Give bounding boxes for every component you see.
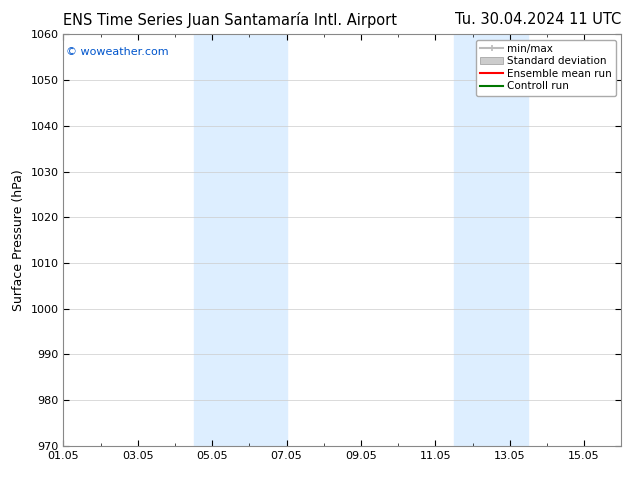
Bar [454,34,528,446]
Legend: min/max, Standard deviation, Ensemble mean run, Controll run: min/max, Standard deviation, Ensemble me… [476,40,616,96]
Text: Tu. 30.04.2024 11 UTC: Tu. 30.04.2024 11 UTC [455,12,621,27]
Y-axis label: Surface Pressure (hPa): Surface Pressure (hPa) [12,169,25,311]
Text: ENS Time Series Juan Santamaría Intl. Airport: ENS Time Series Juan Santamaría Intl. Ai… [63,12,398,28]
Bar [193,34,287,446]
Text: © woweather.com: © woweather.com [66,47,169,57]
